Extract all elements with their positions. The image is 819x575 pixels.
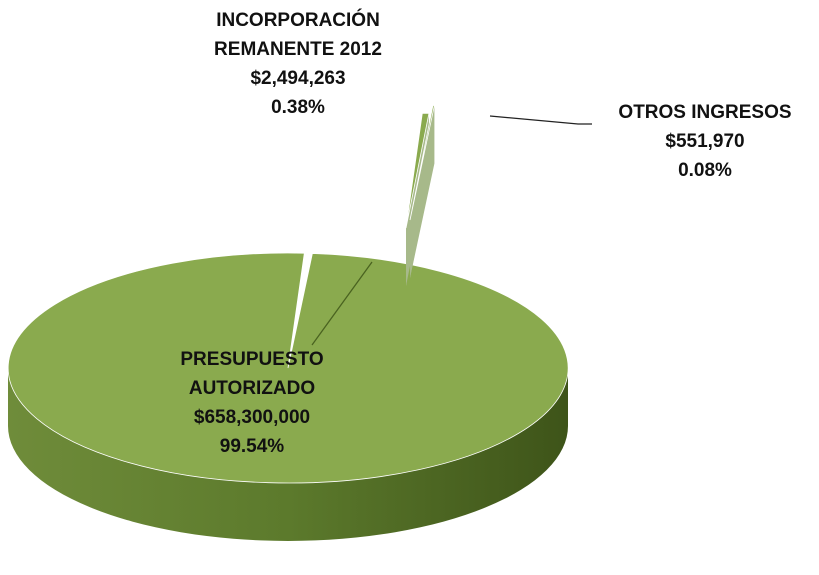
slice-cut (410, 105, 435, 278)
slice-label: INCORPORACIÓN REMANENTE 2012 $2,494,263 … (178, 6, 418, 122)
slice-side (8, 368, 568, 541)
slice-label: PRESUPUESTO AUTORIZADO $658,300,000 99.5… (142, 345, 362, 461)
pie (7, 104, 569, 541)
slice (7, 252, 569, 484)
value-label: $658,300,000 (193, 407, 311, 428)
category-label: PRESUPUESTO AUTORIZADO (180, 349, 324, 399)
slice (409, 104, 435, 221)
value-label: $551,970 (665, 131, 745, 152)
value-label: $2,494,263 (250, 68, 346, 89)
slice (405, 112, 430, 229)
leader-line (311, 261, 373, 346)
percent-label: 0.08% (678, 160, 732, 181)
category-label: OTROS INGRESOS (618, 102, 792, 123)
slice-label: OTROS INGRESOS $551,970 0.08% (585, 98, 819, 185)
percent-label: 99.54% (219, 436, 285, 457)
leader-line (489, 115, 592, 125)
category-label: INCORPORACIÓN REMANENTE 2012 (214, 10, 382, 60)
percent-label: 0.38% (271, 97, 325, 118)
